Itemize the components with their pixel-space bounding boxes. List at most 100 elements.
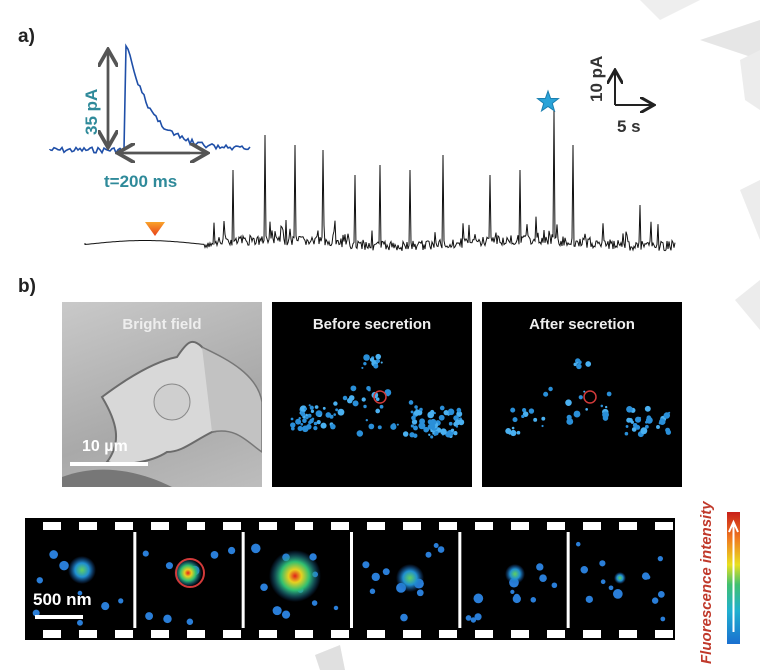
sprocket-hole: [511, 630, 529, 638]
sprocket-hole: [115, 630, 133, 638]
fluorescent-granule: [505, 428, 512, 435]
sprocket-hole: [223, 522, 241, 530]
fluorescent-granule: [410, 410, 414, 414]
sprocket-hole: [187, 522, 205, 530]
after-secretion-image: After secretion: [482, 302, 682, 487]
fluorescent-granule: [356, 430, 364, 437]
filmstrip: 500 nm: [25, 518, 675, 640]
fluorescent-spot: [382, 568, 390, 576]
fluorescent-spot: [251, 543, 261, 554]
fluorescent-spot: [657, 555, 663, 562]
fluorescent-spot: [512, 594, 521, 604]
fluorescent-spot: [101, 602, 110, 611]
fluorescent-spot: [165, 562, 173, 570]
fluorescent-granule: [511, 426, 515, 430]
fluorescent-granule: [573, 362, 577, 367]
sprocket-hole: [295, 522, 313, 530]
duration-label: t=200 ms: [104, 172, 178, 191]
sprocket-hole: [79, 522, 97, 530]
highlight-circle: [583, 390, 597, 404]
sprocket-hole: [151, 522, 169, 530]
fluorescent-granule: [337, 408, 345, 416]
fluorescent-granule: [528, 408, 535, 414]
sprocket-hole: [187, 630, 205, 638]
fluorescent-granule: [512, 417, 518, 423]
sprocket-hole: [115, 522, 133, 530]
fluorescent-spot: [614, 572, 626, 584]
fluorescent-spot: [260, 583, 268, 592]
arrow-up-icon: [728, 519, 739, 632]
fluorescent-granule: [346, 397, 353, 404]
sprocket-hole: [655, 630, 673, 638]
fluorescent-spot: [174, 559, 202, 587]
fluorescent-granule: [301, 425, 309, 433]
fluorescent-granule: [305, 416, 309, 420]
fluorescent-granule: [410, 424, 414, 428]
filmstrip-scale-label: 500 nm: [33, 590, 92, 609]
highlight-circle: [175, 558, 205, 588]
fluorescent-spot: [371, 572, 380, 582]
sprocket-hole: [367, 522, 385, 530]
fluorescent-spot: [575, 541, 581, 547]
fluorescent-granule: [631, 427, 637, 432]
bright-field-image: Bright field 10 µm: [62, 302, 262, 487]
fluorescent-granule: [573, 410, 581, 418]
fluorescent-granule: [440, 428, 447, 435]
fluorescent-granule: [366, 385, 371, 391]
fluorescent-granule: [565, 399, 572, 406]
fluorescent-granule: [309, 405, 314, 410]
fluorescent-granule: [314, 405, 319, 409]
before-secretion-image: Before secretion: [272, 302, 472, 487]
fluorescent-granule: [600, 404, 604, 408]
fluorescent-granule: [521, 414, 525, 419]
sprocket-hole: [547, 522, 565, 530]
fluorescent-granule: [379, 404, 384, 409]
before-secretion-title: Before secretion: [312, 316, 432, 333]
fluorescent-granule: [369, 357, 375, 362]
fluorescent-granule: [313, 425, 318, 431]
fluorescent-granule: [543, 391, 549, 397]
fluorescent-granule: [605, 405, 608, 409]
fluorescent-spot: [473, 593, 484, 604]
fluorescent-granule: [663, 412, 671, 419]
fluorescent-granule: [418, 422, 426, 430]
fluorescent-granule: [300, 405, 307, 412]
fluorescent-granule: [342, 395, 348, 401]
fluorescent-granule: [585, 361, 592, 367]
fluorescent-granule: [375, 408, 381, 414]
fluorescent-granule: [541, 416, 546, 421]
sprocket-hole: [655, 522, 673, 530]
fluorescent-granule: [628, 418, 633, 423]
fluorescent-spot: [68, 556, 96, 584]
fluorescent-granule: [298, 416, 301, 420]
sprocket-hole: [547, 630, 565, 638]
fluorescent-granule: [625, 425, 629, 428]
fluorescent-spot: [36, 577, 43, 584]
fluorescent-granule: [311, 417, 315, 421]
fluorescent-granule: [439, 405, 445, 411]
fluorescent-granule: [304, 407, 308, 411]
fluorescent-granule: [363, 354, 370, 361]
fluorescent-spot: [425, 551, 432, 558]
fluorescent-granule: [456, 407, 462, 413]
fluorescent-granule: [626, 406, 633, 413]
fluorescent-granule: [310, 409, 315, 413]
fluorescent-spot: [437, 546, 445, 553]
frame-divider: [133, 532, 137, 628]
fluorescent-granule: [411, 419, 418, 425]
fluorescent-granule: [308, 404, 311, 407]
fluorescent-spot: [272, 606, 282, 616]
fluorescent-granule: [656, 425, 660, 429]
fluorescent-granule: [396, 423, 399, 426]
amperometric-trace-plot: [49, 43, 676, 252]
fluorescent-granule: [373, 363, 379, 369]
fluorescent-granule: [423, 426, 429, 433]
fluorescent-granule: [578, 395, 583, 400]
fluorescent-spot: [118, 598, 124, 604]
fluorescent-granule: [409, 432, 415, 438]
sprocket-hole: [439, 522, 457, 530]
colorbar-label: Fluorescence intensity: [698, 501, 715, 664]
sprocket-hole: [43, 630, 61, 638]
fluorescent-granule: [606, 391, 612, 397]
fluorescent-granule: [368, 423, 375, 430]
